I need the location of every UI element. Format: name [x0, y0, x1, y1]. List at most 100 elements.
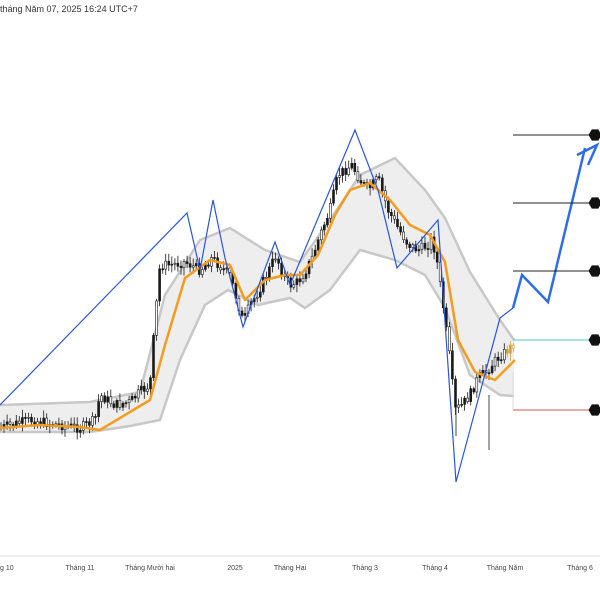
candle-body-167 [509, 345, 511, 353]
candle-body-60 [183, 262, 185, 268]
candle-body-131 [400, 227, 402, 232]
candle-body-116 [354, 163, 356, 171]
candle-body-147 [448, 327, 450, 351]
candle-body-150 [458, 405, 460, 407]
candle-body-128 [390, 212, 392, 215]
candle-body-99 [302, 279, 304, 282]
level-marker-target-1[interactable] [589, 265, 600, 276]
level-marker-take-profit[interactable] [589, 334, 600, 345]
candle-body-43 [131, 396, 133, 399]
candle-body-164 [500, 360, 502, 361]
candle-body-68 [207, 265, 209, 266]
candle-body-46 [140, 386, 142, 390]
candle-body-67 [204, 265, 206, 270]
candle-body-162 [494, 357, 496, 366]
candle-body-6 [18, 421, 20, 423]
x-tick-label-3: 2025 [227, 565, 243, 572]
candle-body-132 [403, 232, 405, 240]
candle-body-62 [189, 264, 191, 268]
candle-body-109 [333, 190, 335, 203]
candle-body-37 [113, 404, 115, 408]
candle-body-8 [24, 417, 26, 418]
candle-body-27 [82, 422, 84, 431]
candle-body-127 [387, 201, 389, 212]
candle-body-98 [299, 279, 301, 282]
candle-body-5 [15, 421, 17, 426]
candle-body-133 [406, 240, 408, 244]
candle-body-113 [345, 168, 347, 174]
candle-body-39 [119, 400, 121, 407]
candle-body-153 [467, 398, 469, 402]
candle-body-117 [357, 172, 359, 181]
candle-body-33 [101, 396, 103, 402]
candle-body-135 [412, 245, 414, 248]
candle-body-112 [342, 168, 344, 175]
candle-body-54 [165, 261, 167, 269]
candle-body-100 [305, 274, 307, 279]
level-marker-target-2[interactable] [589, 197, 600, 208]
candle-body-123 [375, 177, 377, 180]
candle-body-19 [58, 424, 60, 425]
candle-body-139 [424, 243, 426, 248]
candle-body-96 [293, 285, 295, 288]
candle-body-53 [162, 269, 164, 270]
level-marker-target-3[interactable] [589, 129, 600, 140]
candle-body-108 [329, 203, 331, 218]
candle-body-32 [98, 402, 100, 417]
candle-body-79 [241, 311, 243, 315]
candle-body-103 [314, 250, 316, 256]
candle-body-140 [427, 249, 429, 250]
x-tick-label-1: Tháng 11 [65, 565, 94, 572]
candle-body-149 [455, 379, 457, 407]
candle-body-130 [397, 219, 399, 227]
candle-body-63 [192, 266, 194, 267]
candle-body-70 [214, 257, 216, 258]
candle-body-105 [320, 230, 322, 240]
candle-body-124 [378, 177, 380, 178]
candle-body-115 [351, 163, 353, 168]
candle-body-31 [95, 416, 97, 417]
candle-body-118 [360, 181, 362, 184]
candle-body-91 [278, 259, 280, 263]
x-tick-label-5: Tháng 3 [352, 565, 378, 572]
candle-body-2 [6, 422, 8, 425]
candle-body-44 [134, 396, 136, 398]
candle-body-85 [259, 292, 261, 297]
candle-body-34 [104, 396, 106, 402]
candle-body-89 [272, 259, 274, 267]
candle-body-90 [275, 259, 277, 260]
candle-body-137 [418, 250, 420, 251]
projection-arrow-head [577, 145, 597, 165]
candle-body-166 [506, 349, 508, 353]
x-tick-label-4: Tháng Hai [274, 565, 307, 572]
candle-body-35 [107, 397, 109, 402]
candle-body-47 [143, 386, 145, 391]
candle-body-52 [159, 269, 161, 301]
candle-body-154 [470, 389, 472, 402]
candle-body-107 [326, 218, 328, 225]
candle-body-24 [73, 424, 75, 425]
candle-body-7 [21, 418, 23, 424]
candle-body-119 [363, 182, 365, 183]
candle-body-29 [88, 422, 90, 426]
candle-body-106 [323, 225, 325, 230]
candle-body-9 [28, 417, 30, 418]
level-marker-stop-loss[interactable] [589, 404, 600, 415]
candle-body-134 [409, 244, 411, 248]
candle-body-84 [256, 297, 258, 298]
candle-body-45 [137, 390, 139, 398]
candle-body-161 [491, 366, 493, 373]
candle-body-36 [110, 397, 112, 404]
candle-body-151 [461, 404, 463, 405]
candle-body-92 [281, 263, 283, 276]
candle-body-110 [336, 177, 338, 190]
candle-body-163 [497, 357, 499, 360]
candle-body-58 [177, 263, 179, 266]
x-tick-label-0: g 10 [0, 565, 14, 572]
candle-body-59 [180, 266, 182, 267]
candle-body-104 [317, 240, 319, 250]
projection-line [513, 148, 585, 308]
candle-body-80 [244, 313, 246, 315]
candle-body-87 [265, 277, 267, 278]
